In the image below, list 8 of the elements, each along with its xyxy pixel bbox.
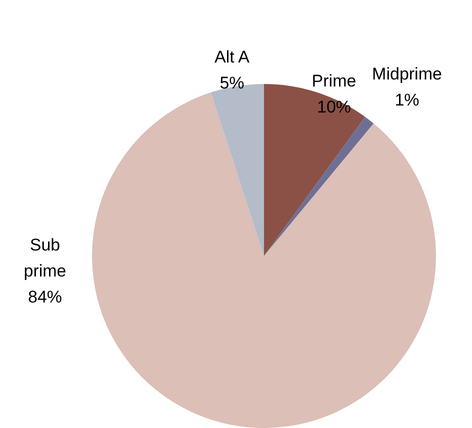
data-label: 10%: [316, 98, 352, 117]
slice-label: Prime: [312, 72, 356, 91]
data-label: 1%: [394, 90, 420, 110]
slice-label: Sub prime: [24, 236, 66, 281]
data-label: 5%: [220, 74, 244, 93]
slice-label: Midprime: [372, 64, 442, 84]
slice-label: Alt A: [214, 48, 250, 67]
data-label: 84%: [28, 288, 62, 307]
